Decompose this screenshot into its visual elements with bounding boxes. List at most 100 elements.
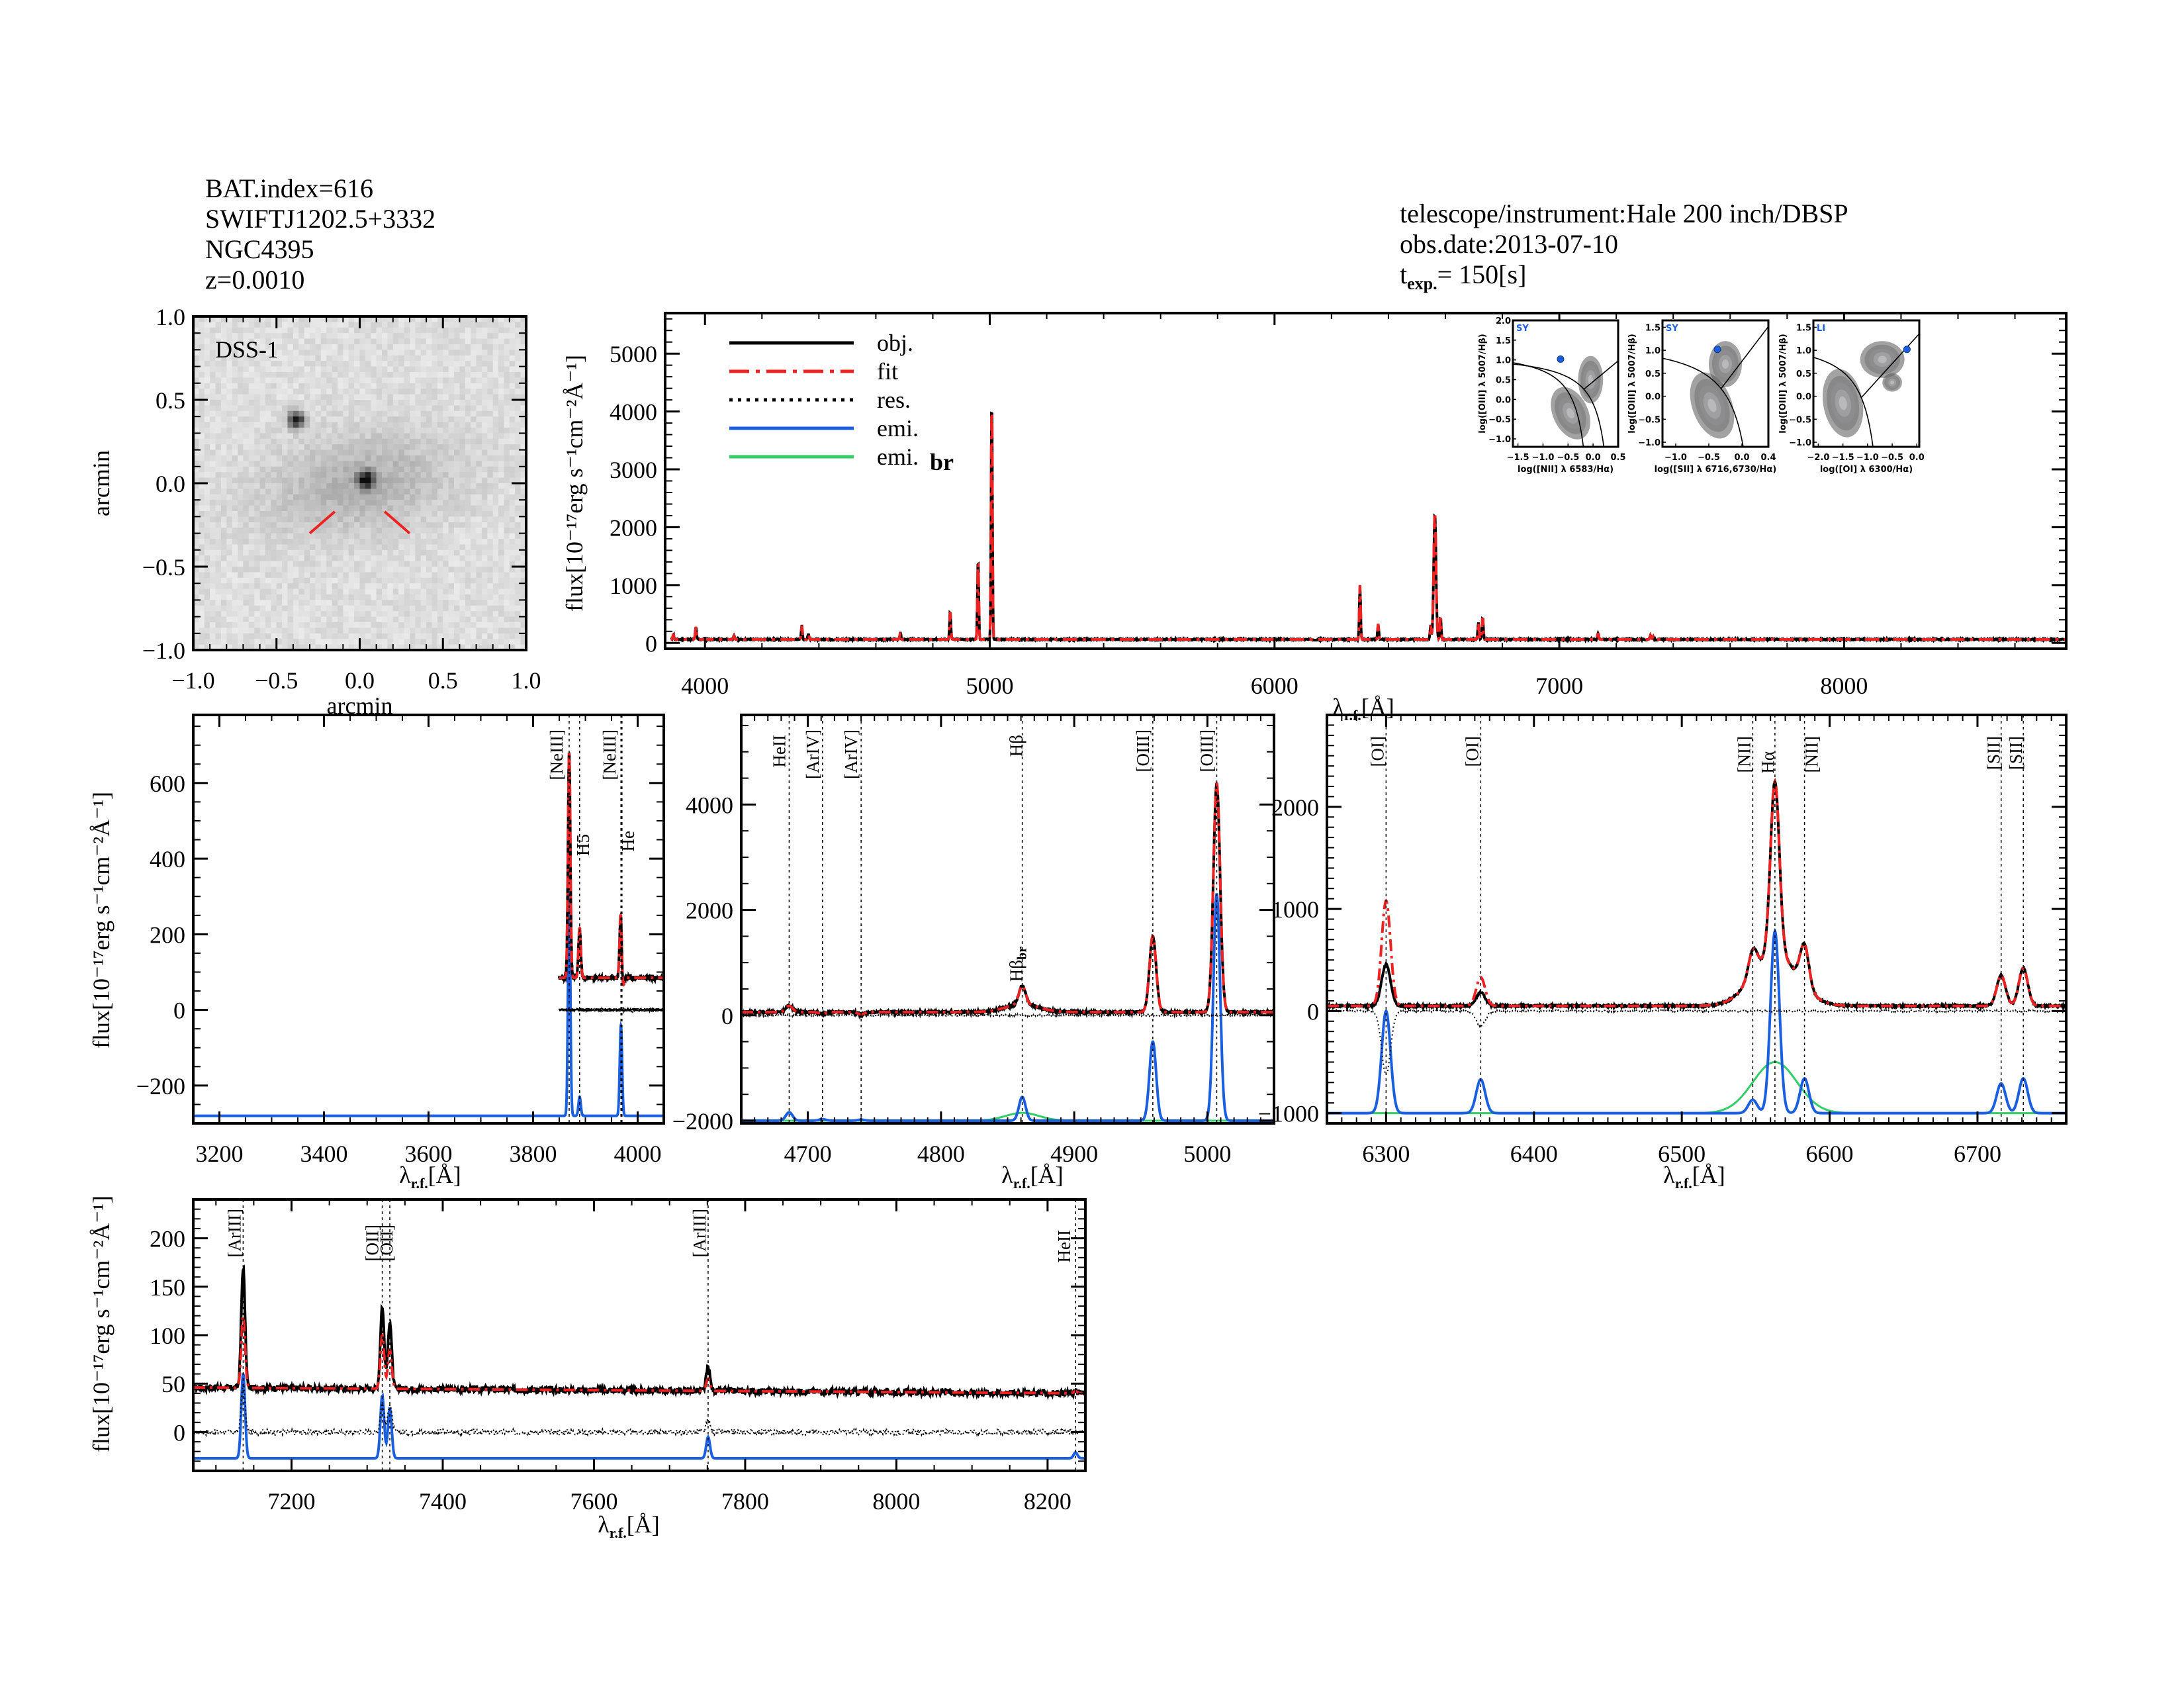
dss-pixel bbox=[220, 511, 227, 517]
dss-pixel bbox=[271, 600, 277, 606]
dss-pixel bbox=[454, 572, 460, 579]
dss-pixel bbox=[298, 366, 305, 373]
dss-pixel bbox=[265, 561, 271, 567]
dss-pixel bbox=[320, 572, 327, 579]
dss-pixel bbox=[276, 555, 283, 562]
dss-pixel bbox=[293, 327, 299, 334]
dss-pixel bbox=[398, 588, 405, 595]
dss-pixel bbox=[210, 616, 216, 623]
dss-pixel bbox=[371, 405, 377, 412]
dss-pixel bbox=[315, 583, 322, 590]
dss-pixel bbox=[371, 449, 377, 456]
dss-pixel bbox=[443, 405, 449, 412]
dss-pixel bbox=[338, 544, 343, 551]
dss-pixel bbox=[476, 633, 482, 639]
dss-pixel bbox=[498, 483, 505, 489]
dss-pixel bbox=[387, 505, 394, 512]
dss-pixel bbox=[487, 428, 494, 434]
dss-pixel bbox=[437, 628, 443, 634]
dss-pixel bbox=[520, 572, 527, 579]
dss-pixel bbox=[238, 433, 244, 440]
dss-pixel bbox=[498, 628, 505, 634]
dss-pixel bbox=[471, 377, 477, 384]
dss-pixel bbox=[204, 611, 210, 618]
dss-pixel bbox=[448, 500, 455, 506]
dss-pixel bbox=[232, 316, 238, 322]
dss-pixel bbox=[515, 483, 522, 489]
dss-pixel bbox=[254, 539, 261, 545]
dss-pixel bbox=[265, 605, 271, 612]
dss-pixel bbox=[276, 577, 283, 584]
dss-pixel bbox=[310, 583, 316, 590]
dss-pixel bbox=[343, 561, 349, 567]
dss-pixel bbox=[298, 449, 305, 456]
dss-pixel bbox=[199, 489, 205, 495]
dss-pixel bbox=[259, 544, 266, 551]
dss-pixel bbox=[293, 410, 299, 417]
dss-pixel bbox=[326, 522, 333, 528]
dss-pixel bbox=[509, 422, 516, 428]
dss-pixel bbox=[310, 372, 316, 378]
dss-pixel bbox=[392, 472, 399, 479]
dss-pixel bbox=[276, 438, 283, 445]
bpt-frame bbox=[1812, 319, 1921, 448]
dss-pixel bbox=[304, 377, 310, 384]
dss-pixel bbox=[392, 477, 399, 484]
dss-pixel bbox=[515, 561, 522, 567]
dss-pixel bbox=[343, 549, 349, 556]
dss-pixel bbox=[354, 539, 361, 545]
dss-pixel bbox=[254, 466, 261, 473]
dss-pixel bbox=[338, 533, 343, 539]
dss-pixel bbox=[437, 511, 443, 517]
dss-pixel bbox=[338, 522, 343, 528]
dss-pixel bbox=[437, 316, 443, 322]
x-tick-label: 7400 bbox=[419, 1488, 467, 1515]
dss-pixel bbox=[465, 455, 471, 461]
dss-pixel bbox=[410, 628, 416, 634]
dss-pixel bbox=[504, 377, 510, 384]
dss-pixel bbox=[492, 544, 499, 551]
dss-pixel bbox=[404, 616, 410, 623]
dss-pixel bbox=[520, 489, 527, 495]
dss-pixel bbox=[243, 461, 250, 467]
dss-pixel bbox=[382, 366, 388, 373]
dss-pixel bbox=[476, 549, 482, 556]
dss-pixel bbox=[376, 511, 383, 517]
dss-pixel bbox=[404, 389, 410, 395]
dss-pixel bbox=[443, 611, 449, 618]
dss-pixel bbox=[476, 338, 482, 345]
dss-pixel bbox=[471, 327, 477, 334]
dss-pixel bbox=[354, 410, 361, 417]
dss-pixel bbox=[420, 494, 427, 500]
dss-pixel bbox=[398, 544, 405, 551]
dss-pixel bbox=[271, 494, 277, 500]
dss-pixel bbox=[248, 394, 255, 400]
dss-pixel bbox=[481, 539, 488, 545]
dss-pixel bbox=[487, 327, 494, 334]
dss-pixel bbox=[226, 361, 233, 367]
dss-pixel bbox=[465, 433, 471, 440]
dss-pixel bbox=[420, 338, 427, 345]
dss-pixel bbox=[193, 577, 199, 584]
dss-pixel bbox=[387, 616, 394, 623]
dss-pixel bbox=[298, 500, 305, 506]
dss-pixel bbox=[326, 544, 333, 551]
dss-pixel bbox=[248, 422, 255, 428]
dss-pixel bbox=[437, 539, 443, 545]
dss-pixel bbox=[332, 577, 338, 584]
dss-pixel bbox=[415, 355, 422, 361]
dss-pixel bbox=[454, 644, 460, 651]
dss-pixel bbox=[265, 327, 271, 334]
dss-pixel bbox=[226, 428, 233, 434]
dss-pixel bbox=[454, 316, 460, 322]
dss-pixel bbox=[520, 516, 527, 523]
dss-pixel bbox=[437, 405, 443, 412]
dss-pixel bbox=[432, 622, 438, 628]
dss-pixel bbox=[476, 533, 482, 539]
dss-pixel bbox=[443, 344, 449, 350]
dss-pixel bbox=[387, 338, 394, 345]
dss-pixel bbox=[287, 322, 294, 328]
dss-pixel bbox=[271, 361, 277, 367]
dss-pixel bbox=[243, 416, 250, 423]
dss-pixel bbox=[387, 539, 394, 545]
